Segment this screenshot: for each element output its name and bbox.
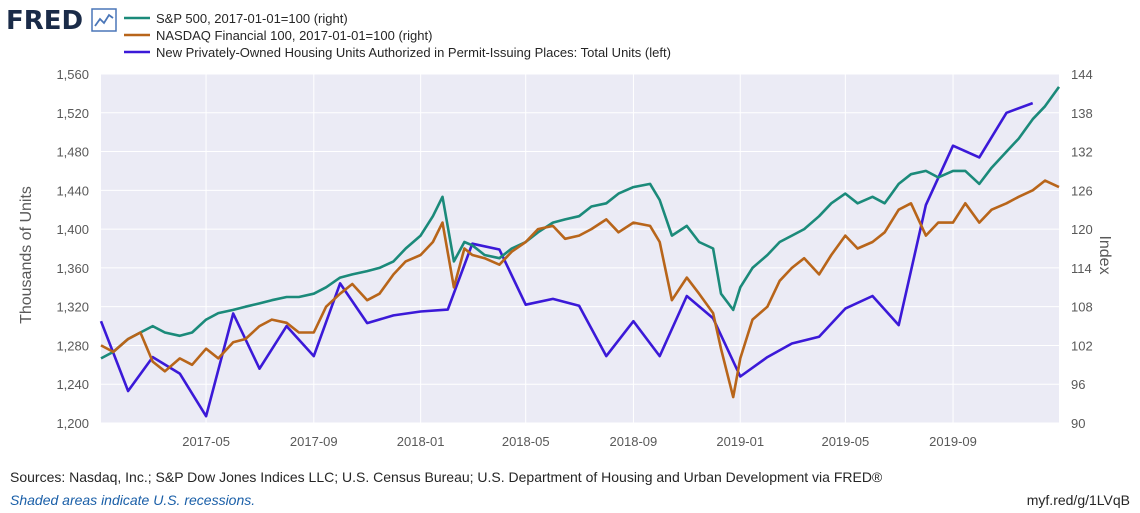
left-tick-label: 1,360 bbox=[56, 261, 89, 276]
right-tick-label: 120 bbox=[1071, 222, 1093, 237]
right-tick-label: 108 bbox=[1071, 300, 1093, 315]
x-tick-label: 2017-05 bbox=[182, 434, 230, 449]
fred-chart: FRED S&P 500, 2017-01-01=100 (right) NAS… bbox=[6, 6, 1113, 449]
left-axis-title: Thousands of Units bbox=[18, 186, 35, 324]
series-line-nasdaq_fin bbox=[100, 179, 1060, 399]
left-tick-label: 1,240 bbox=[56, 377, 89, 392]
right-tick-label: 90 bbox=[1071, 416, 1085, 431]
x-tick-label: 2019-05 bbox=[821, 434, 869, 449]
series-line-sp500 bbox=[100, 86, 1061, 360]
right-tick-label: 138 bbox=[1071, 106, 1093, 121]
short-url-link[interactable]: myf.red/g/1LVqB bbox=[1026, 492, 1130, 508]
recession-note: Shaded areas indicate U.S. recessions. bbox=[10, 492, 256, 508]
left-tick-label: 1,440 bbox=[56, 183, 89, 198]
right-tick-label: 132 bbox=[1071, 145, 1093, 160]
left-tick-label: 1,280 bbox=[56, 338, 89, 353]
x-axis-ticks: 2017-05 2017-09 2018-01 2018-05 2018-09 2019-… bbox=[182, 434, 977, 449]
right-axis-ticks: 90 96 102 108 114 120 126 132 138 144 bbox=[1071, 67, 1093, 431]
left-tick-label: 1,480 bbox=[56, 145, 89, 160]
legend: S&P 500, 2017-01-01=100 (right) NASDAQ F… bbox=[124, 11, 671, 60]
x-tick-label: 2018-09 bbox=[610, 434, 658, 449]
fred-logo[interactable]: FRED bbox=[6, 6, 117, 36]
x-tick-label: 2019-09 bbox=[929, 434, 977, 449]
left-tick-label: 1,520 bbox=[56, 106, 89, 121]
right-tick-label: 114 bbox=[1071, 261, 1092, 276]
right-tick-label: 126 bbox=[1071, 183, 1093, 198]
series-line-housing bbox=[99, 101, 1034, 418]
legend-label-housing-permits: New Privately-Owned Housing Units Author… bbox=[156, 45, 671, 60]
legend-label-sp500: S&P 500, 2017-01-01=100 (right) bbox=[156, 11, 348, 26]
chart-logo-icon bbox=[91, 8, 117, 32]
sources-text: Sources: Nasdaq, Inc.; S&P Dow Jones Ind… bbox=[10, 469, 883, 485]
right-tick-label: 144 bbox=[1071, 67, 1093, 82]
left-tick-label: 1,560 bbox=[56, 67, 89, 82]
x-tick-label: 2018-05 bbox=[502, 434, 550, 449]
left-tick-label: 1,320 bbox=[56, 300, 89, 315]
x-tick-label: 2017-09 bbox=[290, 434, 338, 449]
left-tick-label: 1,400 bbox=[56, 222, 89, 237]
x-tick-label: 2019-01 bbox=[716, 434, 764, 449]
fred-logo-text: FRED bbox=[6, 6, 83, 36]
left-tick-label: 1,200 bbox=[56, 416, 89, 431]
right-tick-label: 96 bbox=[1071, 377, 1085, 392]
right-axis-title: Index bbox=[1096, 235, 1113, 274]
left-axis-ticks: 1,200 1,240 1,280 1,320 1,360 1,400 1,440 1,480… bbox=[56, 67, 89, 431]
x-tick-label: 2018-01 bbox=[397, 434, 445, 449]
series-lines bbox=[99, 86, 1061, 418]
legend-label-nasdaq-financial: NASDAQ Financial 100, 2017-01-01=100 (ri… bbox=[156, 28, 432, 43]
right-tick-label: 102 bbox=[1071, 338, 1093, 353]
